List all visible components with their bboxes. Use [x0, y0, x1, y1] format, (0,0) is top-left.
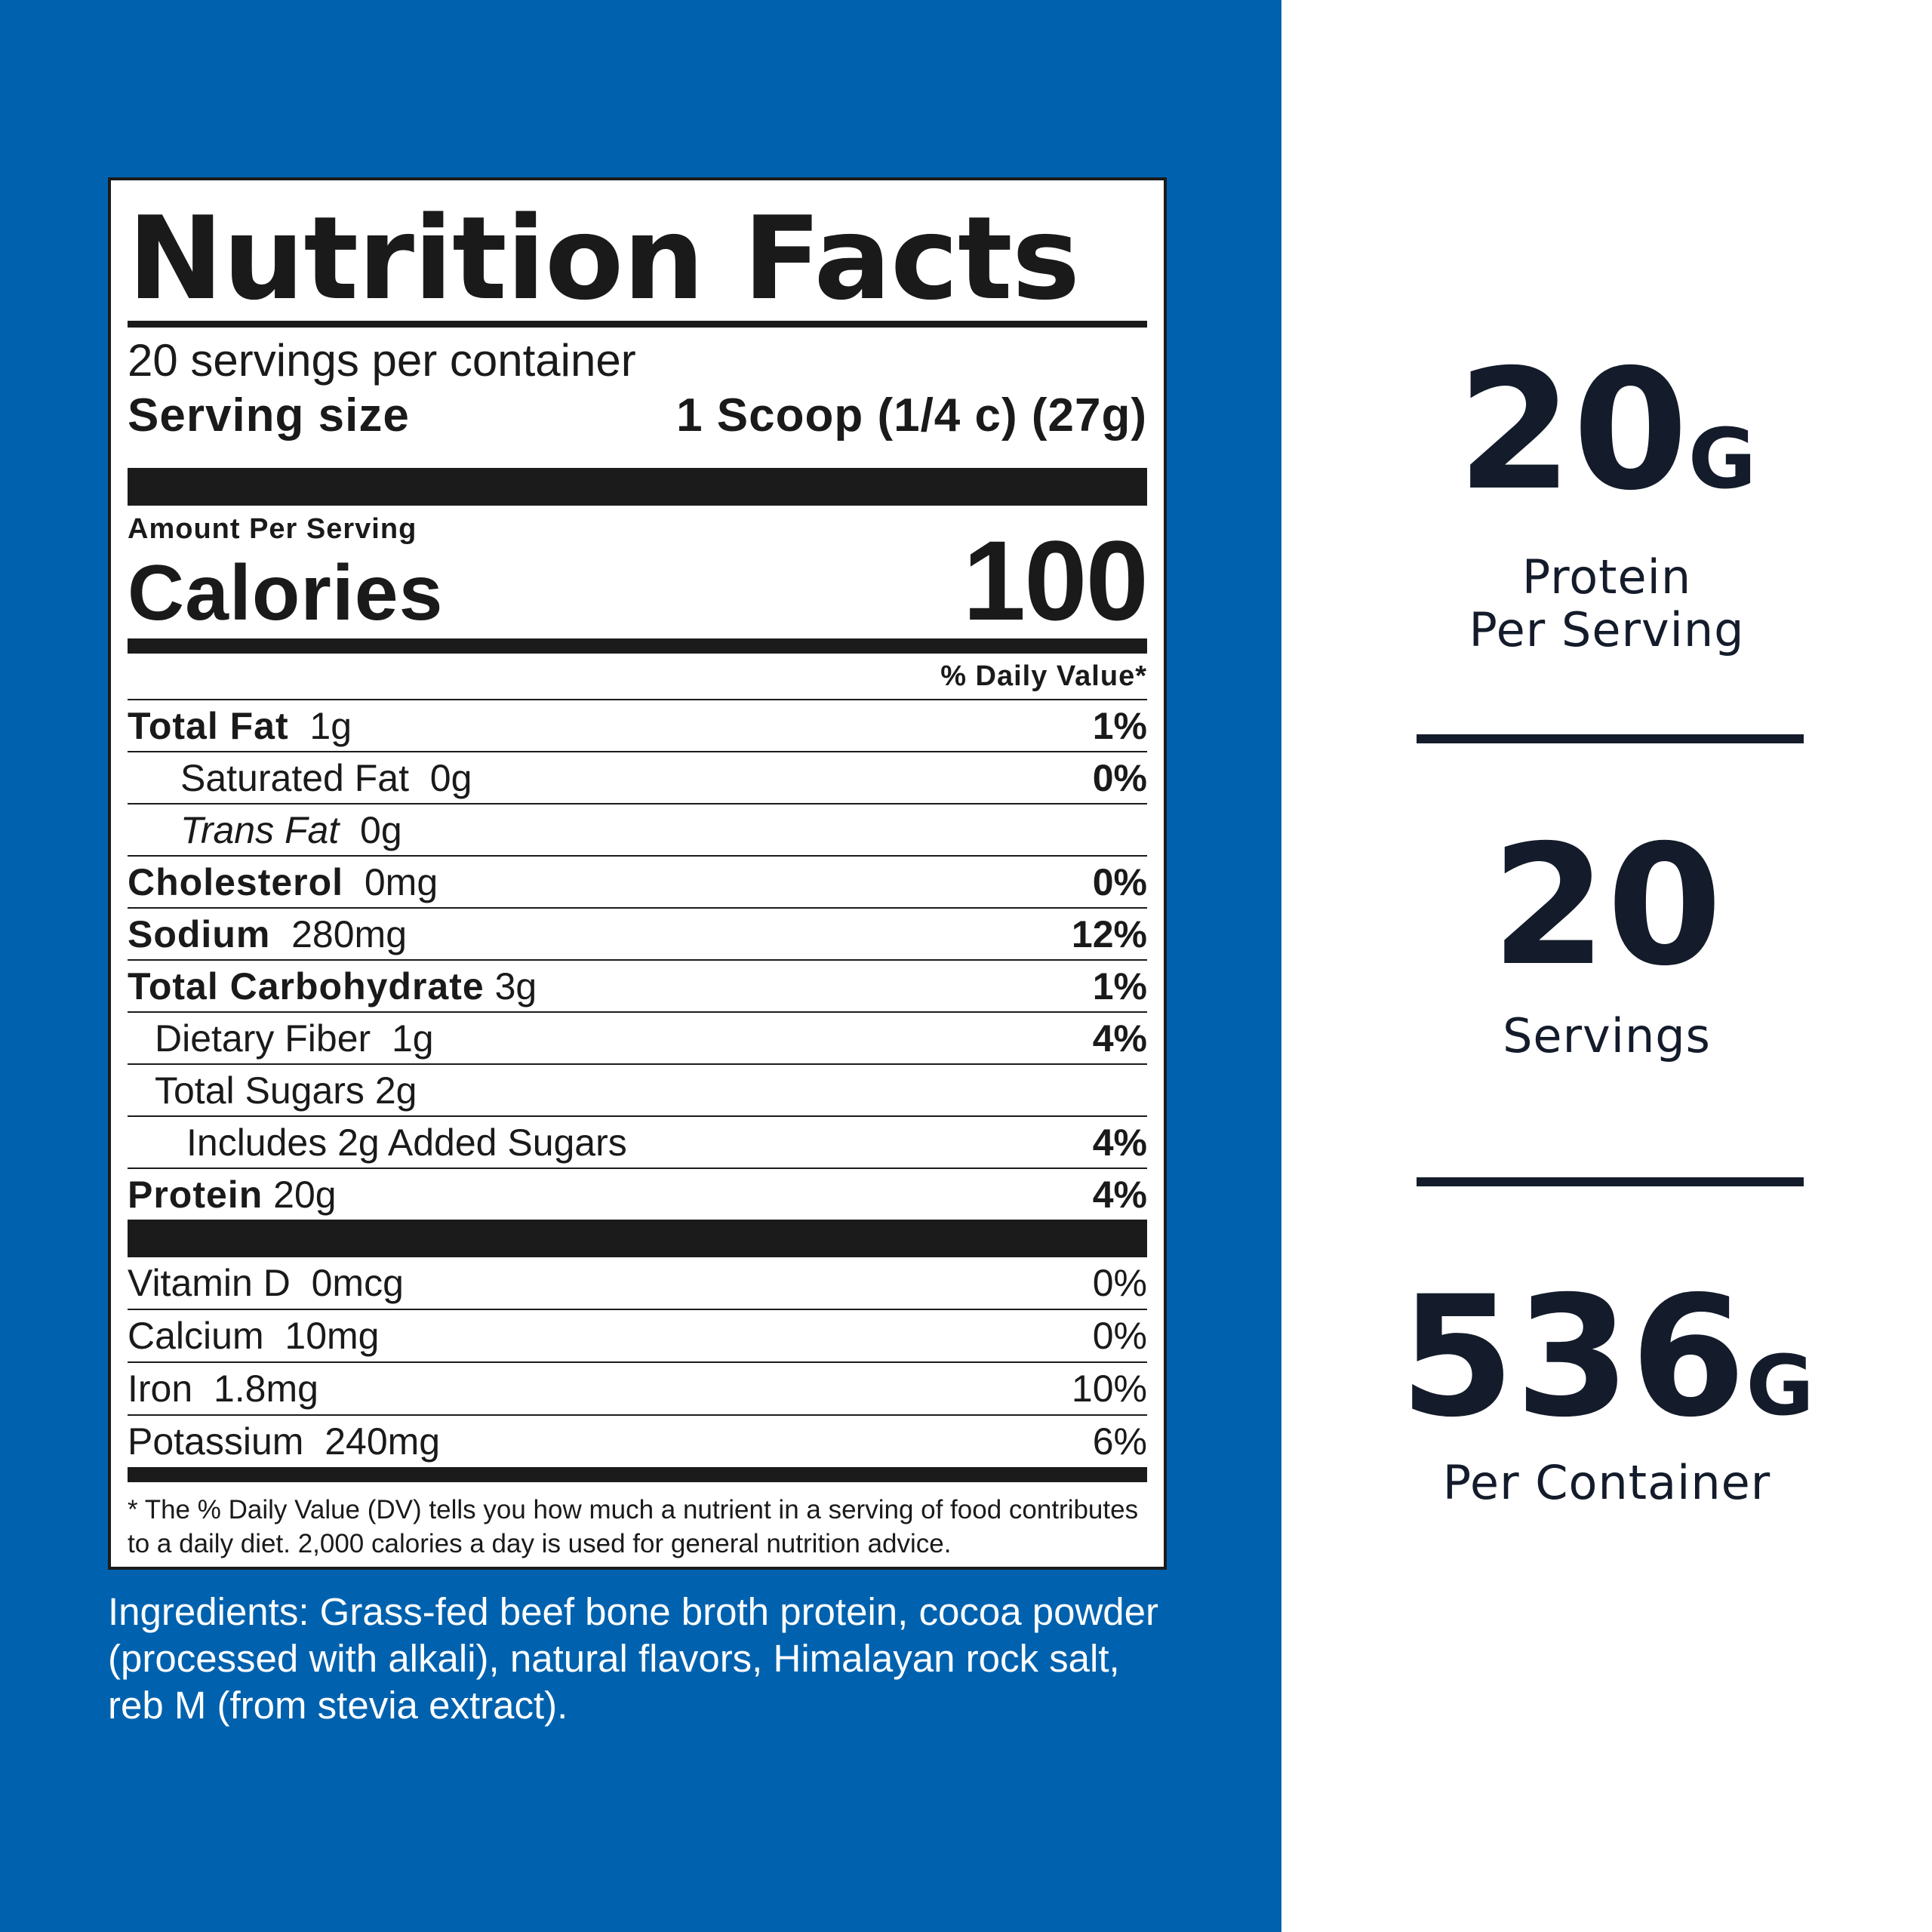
nutrient-row-sodium: Sodium 280mg 12% — [128, 907, 1147, 959]
nutrient-name: Dietary Fiber — [155, 1017, 371, 1060]
protein-label-line: Per Serving — [1469, 602, 1745, 657]
vitamin-row-calcium: Calcium 10mg 0% — [128, 1309, 1147, 1361]
nutrient-amount: 3g — [494, 964, 537, 1008]
nutrient-row-added-sugars: Includes 2g Added Sugars 4% — [128, 1115, 1147, 1168]
nutrient-row-total-sugars: Total Sugars 2g — [128, 1063, 1147, 1115]
divider — [1417, 1177, 1804, 1186]
nutrient-dv: 1% — [1092, 964, 1147, 1008]
serving-size-label: Serving size — [128, 389, 410, 441]
protein-label-line: Protein — [1521, 549, 1692, 605]
container-unit: G — [1746, 1337, 1814, 1434]
nutrient-row-cholesterol: Cholesterol 0mg 0% — [128, 855, 1147, 907]
calories-row: Calories 100 — [128, 524, 1149, 637]
ingredients-line: Ingredients: Grass-fed beef bone broth p… — [108, 1590, 1159, 1633]
vitamin-amount: 10mg — [285, 1315, 380, 1357]
nutrient-dv: 4% — [1092, 1017, 1147, 1060]
nutrient-amount: 20g — [273, 1173, 337, 1216]
vitamin-amount: 1.8mg — [213, 1367, 318, 1410]
nutrient-row-saturated-fat: Saturated Fat 0g 0% — [128, 751, 1147, 803]
rule-bottom — [128, 1467, 1147, 1482]
nutrient-dv: 4% — [1092, 1121, 1147, 1164]
nutrient-row-total-fat: Total Fat 1g 1% — [128, 699, 1147, 751]
nutrient-dv: 0% — [1092, 756, 1147, 799]
ingredients-line: (processed with alkali), natural flavors… — [108, 1637, 1120, 1680]
nutrient-amount: 1g — [391, 1017, 434, 1060]
nutrient-name: Sodium — [128, 912, 271, 955]
nutrient-amount: 0mg — [364, 860, 438, 903]
divider — [1417, 734, 1804, 743]
nutrient-amount: 0g — [429, 756, 472, 799]
vitamin-dv: 6% — [1092, 1420, 1147, 1463]
nutrient-name: Trans Fat — [180, 808, 340, 851]
nutrient-row-trans-fat: Trans Fat 0g — [128, 803, 1147, 855]
vitamin-name: Calcium — [128, 1315, 264, 1357]
nutrient-dv: 0% — [1092, 860, 1147, 903]
rule-calories — [128, 638, 1147, 654]
amount-per-serving: Amount Per Serving — [128, 513, 417, 545]
nutrient-row-total-carbohydrate: Total Carbohydrate 3g 1% — [128, 959, 1147, 1011]
vitamin-row-potassium: Potassium 240mg 6% — [128, 1414, 1147, 1467]
vitamin-name: Potassium — [128, 1420, 304, 1463]
rule — [128, 321, 1147, 328]
protein-stat-value: 20G — [1281, 347, 1932, 513]
vitamin-name: Iron — [128, 1367, 193, 1410]
servings-stat-value: 20 — [1491, 809, 1723, 1002]
nutrient-name: Total Carbohydrate — [128, 964, 485, 1008]
container-number: 536 — [1399, 1260, 1746, 1454]
serving-size-value: 1 Scoop (1/4 c) (27g) — [676, 389, 1147, 441]
nutrient-dv: 1% — [1092, 704, 1147, 747]
vitamin-row-vitamin-d: Vitamin D 0mcg 0% — [128, 1257, 1147, 1309]
footnote-line: to a daily diet. 2,000 calories a day is… — [128, 1529, 952, 1558]
nutrient-name: Total Sugars — [155, 1069, 365, 1112]
vitamin-dv: 10% — [1071, 1367, 1147, 1410]
vitamin-dv: 0% — [1092, 1315, 1147, 1357]
nutrient-name: Saturated Fat — [180, 756, 409, 799]
servings-stat-label: Servings — [1503, 1008, 1711, 1063]
nutrient-amount: 2g — [374, 1069, 417, 1112]
label-title: Nutrition Facts — [128, 192, 1080, 325]
nutrient-amount: 280mg — [291, 912, 408, 955]
nutrient-amount: 0g — [360, 808, 402, 851]
protein-number: 20 — [1457, 334, 1688, 527]
nutrient-name: Total Fat — [128, 704, 289, 747]
ingredients-line: reb M (from stevia extract). — [108, 1684, 568, 1727]
nutrition-label: Nutrition Facts 20 servings per containe… — [108, 177, 1167, 1570]
nutrient-row-dietary-fiber: Dietary Fiber 1g 4% — [128, 1011, 1147, 1063]
daily-value-header: % Daily Value* — [940, 660, 1147, 692]
vitamin-amount: 0mcg — [311, 1262, 404, 1304]
calories-label: Calories — [128, 549, 444, 637]
white-panel — [1281, 0, 1932, 1932]
rule-thick — [128, 468, 1147, 506]
vitamin-amount: 240mg — [325, 1420, 441, 1463]
serving-size-row: Serving size 1 Scoop (1/4 c) (27g) — [128, 392, 1147, 439]
nutrient-name: Includes 2g Added Sugars — [186, 1121, 627, 1164]
footnote: * The % Daily Value (DV) tells you how m… — [128, 1493, 1147, 1561]
nutrient-dv: 12% — [1071, 912, 1147, 955]
calories-value: 100 — [962, 517, 1149, 644]
protein-stat-label: Protein Per Serving — [1281, 551, 1932, 657]
footnote-line: * The % Daily Value (DV) tells you how m… — [128, 1495, 1139, 1524]
container-stat-label: Per Container — [1442, 1455, 1771, 1510]
nutrient-dv: 4% — [1092, 1173, 1147, 1216]
nutrient-row-protein: Protein 20g 4% — [128, 1168, 1147, 1220]
ingredients-text: Ingredients: Grass-fed beef bone broth p… — [108, 1589, 1217, 1729]
vitamin-row-iron: Iron 1.8mg 10% — [128, 1361, 1147, 1414]
servings-per-container: 20 servings per container — [128, 335, 636, 386]
nutrient-name: Protein — [128, 1173, 263, 1216]
protein-unit: G — [1687, 411, 1757, 507]
nutrient-amount: 1g — [309, 704, 352, 747]
vitamin-dv: 0% — [1092, 1262, 1147, 1304]
nutrient-name: Cholesterol — [128, 860, 344, 903]
vitamin-name: Vitamin D — [128, 1262, 291, 1304]
container-stat-value: 536G — [1281, 1274, 1932, 1440]
rule-thick — [128, 1220, 1147, 1257]
